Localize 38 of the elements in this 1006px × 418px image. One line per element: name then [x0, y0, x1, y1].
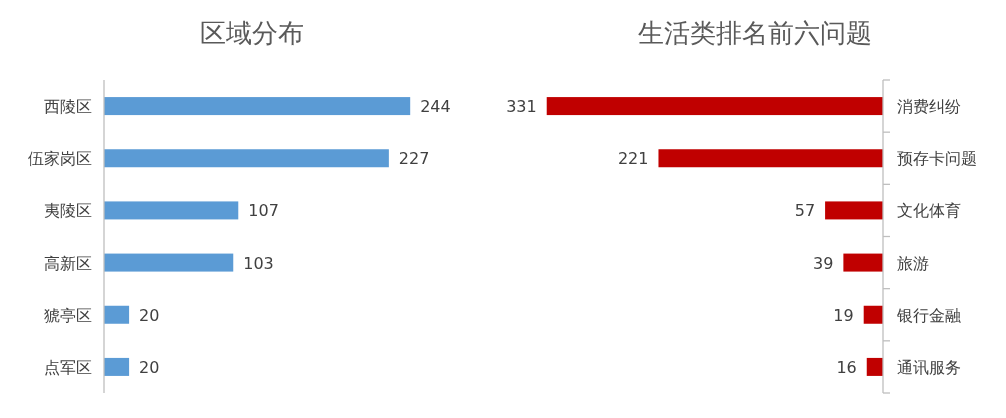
y-tick-label: 高新区 [44, 253, 92, 273]
data-label: 16 [836, 357, 857, 377]
y-tick-label: 消费纠纷 [897, 97, 961, 117]
data-label: 39 [813, 253, 834, 273]
data-label: 221 [617, 149, 649, 169]
y-tick-label: 银行金融 [896, 305, 961, 325]
y-tick-label: 猇亭区 [44, 305, 92, 325]
y-tick-label: 通讯服务 [897, 357, 961, 377]
bar [104, 97, 411, 116]
data-label: 19 [833, 305, 854, 325]
bar [843, 253, 883, 272]
y-tick-label: 旅游 [897, 253, 929, 273]
y-tick-label: 预存卡问题 [897, 149, 977, 169]
y-tick-label: 文化体育 [897, 201, 961, 221]
y-tick-label: 点军区 [44, 357, 92, 377]
y-tick-label: 西陵区 [44, 97, 92, 117]
data-label: 20 [139, 357, 160, 377]
chart-title: 生活类排名前六问题 [637, 18, 872, 48]
data-label: 107 [248, 201, 279, 221]
data-label: 57 [794, 201, 816, 221]
data-label: 244 [420, 97, 451, 117]
data-label: 331 [506, 97, 537, 117]
y-tick-label: 伍家岗区 [28, 149, 92, 169]
bar [866, 357, 883, 376]
data-label: 103 [243, 253, 274, 273]
bar [104, 357, 130, 376]
bar [546, 97, 883, 116]
bar [104, 149, 389, 168]
bar [104, 201, 239, 220]
bar [658, 149, 883, 168]
bar [104, 253, 234, 272]
bar [863, 305, 883, 324]
data-label: 20 [139, 305, 160, 325]
bar [825, 201, 883, 220]
bar [104, 305, 130, 324]
y-tick-label: 夷陵区 [44, 201, 92, 221]
data-label: 227 [398, 149, 430, 169]
chart-title: 区域分布 [199, 18, 304, 48]
